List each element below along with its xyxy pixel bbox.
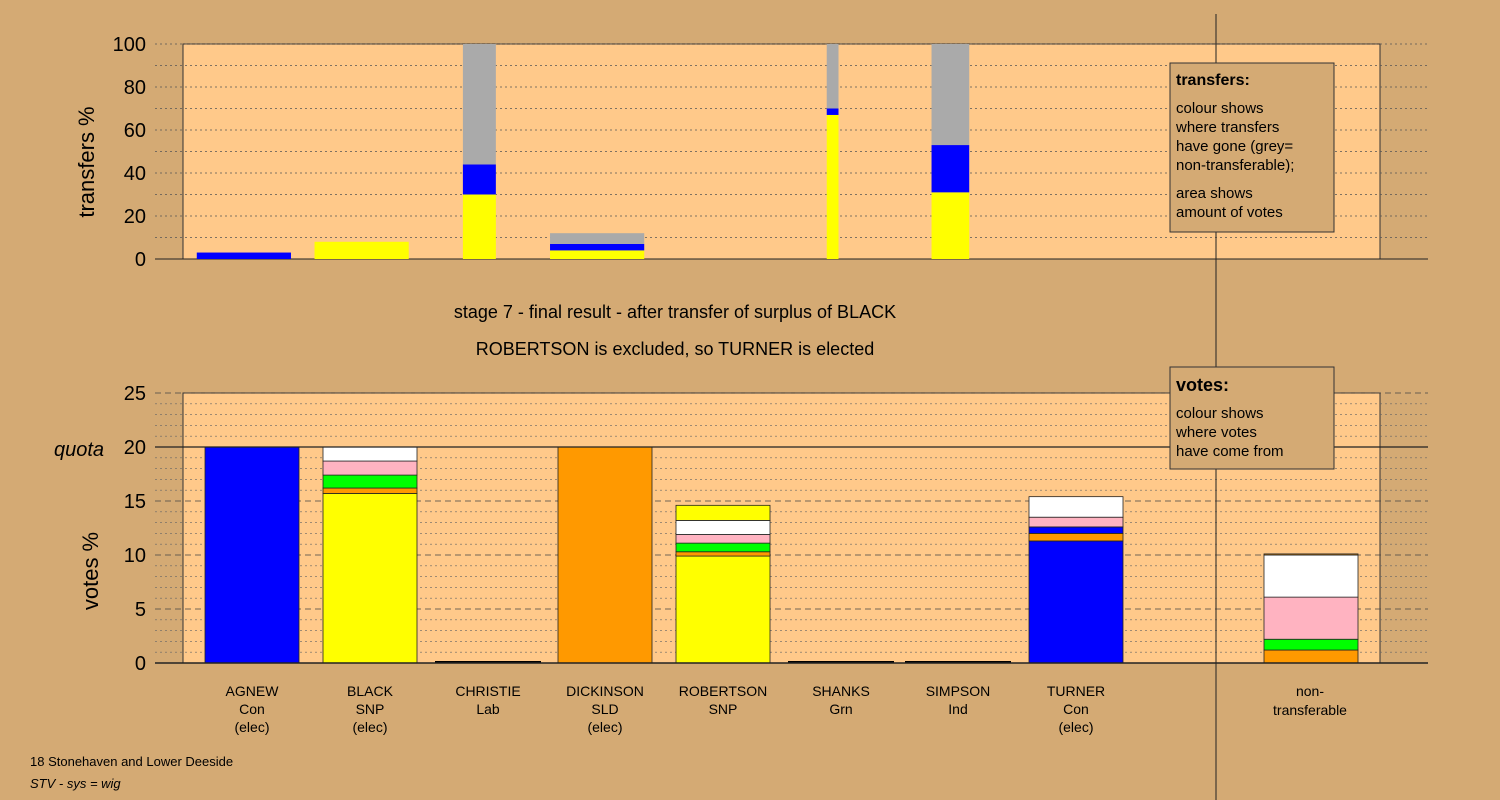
transfers-legend-line: colour shows [1176, 100, 1264, 117]
transfer-bar-segment [931, 44, 970, 146]
candidate-label: (elec) [587, 719, 622, 735]
vote-bar-segment [1263, 553, 1359, 556]
candidate-labels: AGNEW Con (elec) BLACK SNP (elec) CHRISTIE Lab D… [226, 683, 1106, 735]
votes-tick-label: 15 [124, 491, 146, 513]
transfers-legend-line: amount of votes [1176, 204, 1283, 221]
transfers-tick-label: 0 [135, 249, 146, 271]
nontransferable-label: non- [1296, 683, 1324, 699]
votes-legend-title: votes: [1176, 375, 1229, 395]
candidate-label: ROBERTSON [679, 683, 767, 699]
vote-bar-segment [204, 446, 300, 664]
system-name: STV - sys = wig [30, 776, 121, 791]
transfer-bar-segment [931, 192, 970, 259]
transfers-tick-label: 60 [124, 120, 146, 142]
vote-bar-segment [675, 555, 771, 664]
votes-tick-label: 20 [124, 437, 146, 459]
vote-bar-segment [1028, 516, 1124, 528]
votes-legend-line: colour shows [1176, 405, 1264, 422]
candidate-label: (elec) [1058, 719, 1093, 735]
candidate-label: TURNER [1047, 683, 1105, 699]
transfers-legend-line: have gone (grey= [1176, 138, 1293, 155]
transfer-bar-segment [314, 241, 409, 259]
ward-name: 18 Stonehaven and Lower Deeside [30, 754, 233, 769]
votes-tick-label: 25 [124, 383, 146, 405]
vote-bar-segment [322, 446, 418, 462]
votes-legend-line: have come from [1176, 443, 1284, 460]
candidate-label: SHANKS [812, 683, 870, 699]
candidate-label: CHRISTIE [455, 683, 520, 699]
vote-bar-segment [675, 542, 771, 553]
votes-legend: votes: colour shows where votes have com… [1169, 366, 1335, 470]
vote-bar-segment [1028, 533, 1124, 542]
vote-bar-segment [675, 551, 771, 557]
nontransferable-label: transferable [1273, 702, 1347, 718]
vote-bar-segment [322, 493, 418, 664]
transfer-bar-segment [550, 250, 645, 259]
stage-caption: stage 7 - final result - after transfer … [454, 302, 896, 322]
candidate-label: Ind [948, 701, 967, 717]
vote-bar-segment [1263, 638, 1359, 651]
candidate-label: (elec) [234, 719, 269, 735]
votes-tick-label: 5 [135, 599, 146, 621]
candidate-label: SNP [709, 701, 738, 717]
transfer-bar-segment [550, 243, 645, 251]
candidate-label: AGNEW [226, 683, 280, 699]
candidate-label: Con [239, 701, 265, 717]
transfers-axis-title: transfers % [74, 106, 99, 217]
vote-bar-segment [675, 504, 771, 521]
candidate-label: Lab [476, 701, 500, 717]
transfer-bar-segment [931, 145, 970, 193]
vote-bar-segment [1028, 496, 1124, 518]
vote-bar-segment [1028, 526, 1124, 534]
transfers-legend-line: where transfers [1175, 119, 1279, 136]
vote-bar-segment [557, 446, 653, 664]
vote-bar-segment [1263, 554, 1359, 598]
candidate-label: (elec) [352, 719, 387, 735]
vote-bar-segment [322, 460, 418, 476]
candidate-label: SLD [591, 701, 618, 717]
votes-legend-box [1169, 366, 1335, 470]
candidate-label: Grn [829, 701, 852, 717]
vote-bar-segment [675, 520, 771, 535]
transfer-bar-segment [196, 252, 291, 259]
transfer-bar-segment [826, 44, 839, 109]
transfer-bar-segment [462, 44, 496, 165]
votes-legend-line: where votes [1175, 424, 1257, 441]
transfers-tick-label: 100 [113, 34, 146, 56]
transfer-bar-segment [550, 233, 645, 244]
candidate-label: BLACK [347, 683, 394, 699]
transfers-legend-title: transfers: [1176, 72, 1250, 89]
votes-tick-label: 10 [124, 545, 146, 567]
transfers-tick-label: 80 [124, 77, 146, 99]
transfers-legend: transfers: colour shows where transfers … [1169, 62, 1335, 233]
transfers-legend-line: non-transferable); [1176, 157, 1294, 174]
candidate-label: Con [1063, 701, 1089, 717]
transfers-legend-line: area shows [1176, 185, 1253, 202]
quota-label: quota [54, 439, 104, 461]
transfer-bar-segment [462, 164, 496, 195]
vote-bar-segment [1263, 596, 1359, 640]
candidate-label: SNP [356, 701, 385, 717]
vote-bar-segment [1263, 649, 1359, 664]
outcome-caption: ROBERTSON is excluded, so TURNER is elec… [476, 339, 874, 359]
candidate-label: DICKINSON [566, 683, 644, 699]
vote-bar-segment [322, 487, 418, 494]
transfer-bar-segment [826, 108, 839, 115]
transfer-bar-segment [462, 194, 496, 259]
transfer-bar-segment [826, 114, 839, 259]
votes-axis-title: votes % [78, 532, 103, 610]
vote-bar-segment [322, 474, 418, 489]
votes-tick-label: 0 [135, 653, 146, 675]
vote-bar-segment [1028, 540, 1124, 664]
vote-bar-segment [675, 534, 771, 544]
transfers-tick-label: 20 [124, 206, 146, 228]
transfers-tick-label: 40 [124, 163, 146, 185]
candidate-label: SIMPSON [926, 683, 991, 699]
transfers-legend-box [1169, 62, 1335, 233]
